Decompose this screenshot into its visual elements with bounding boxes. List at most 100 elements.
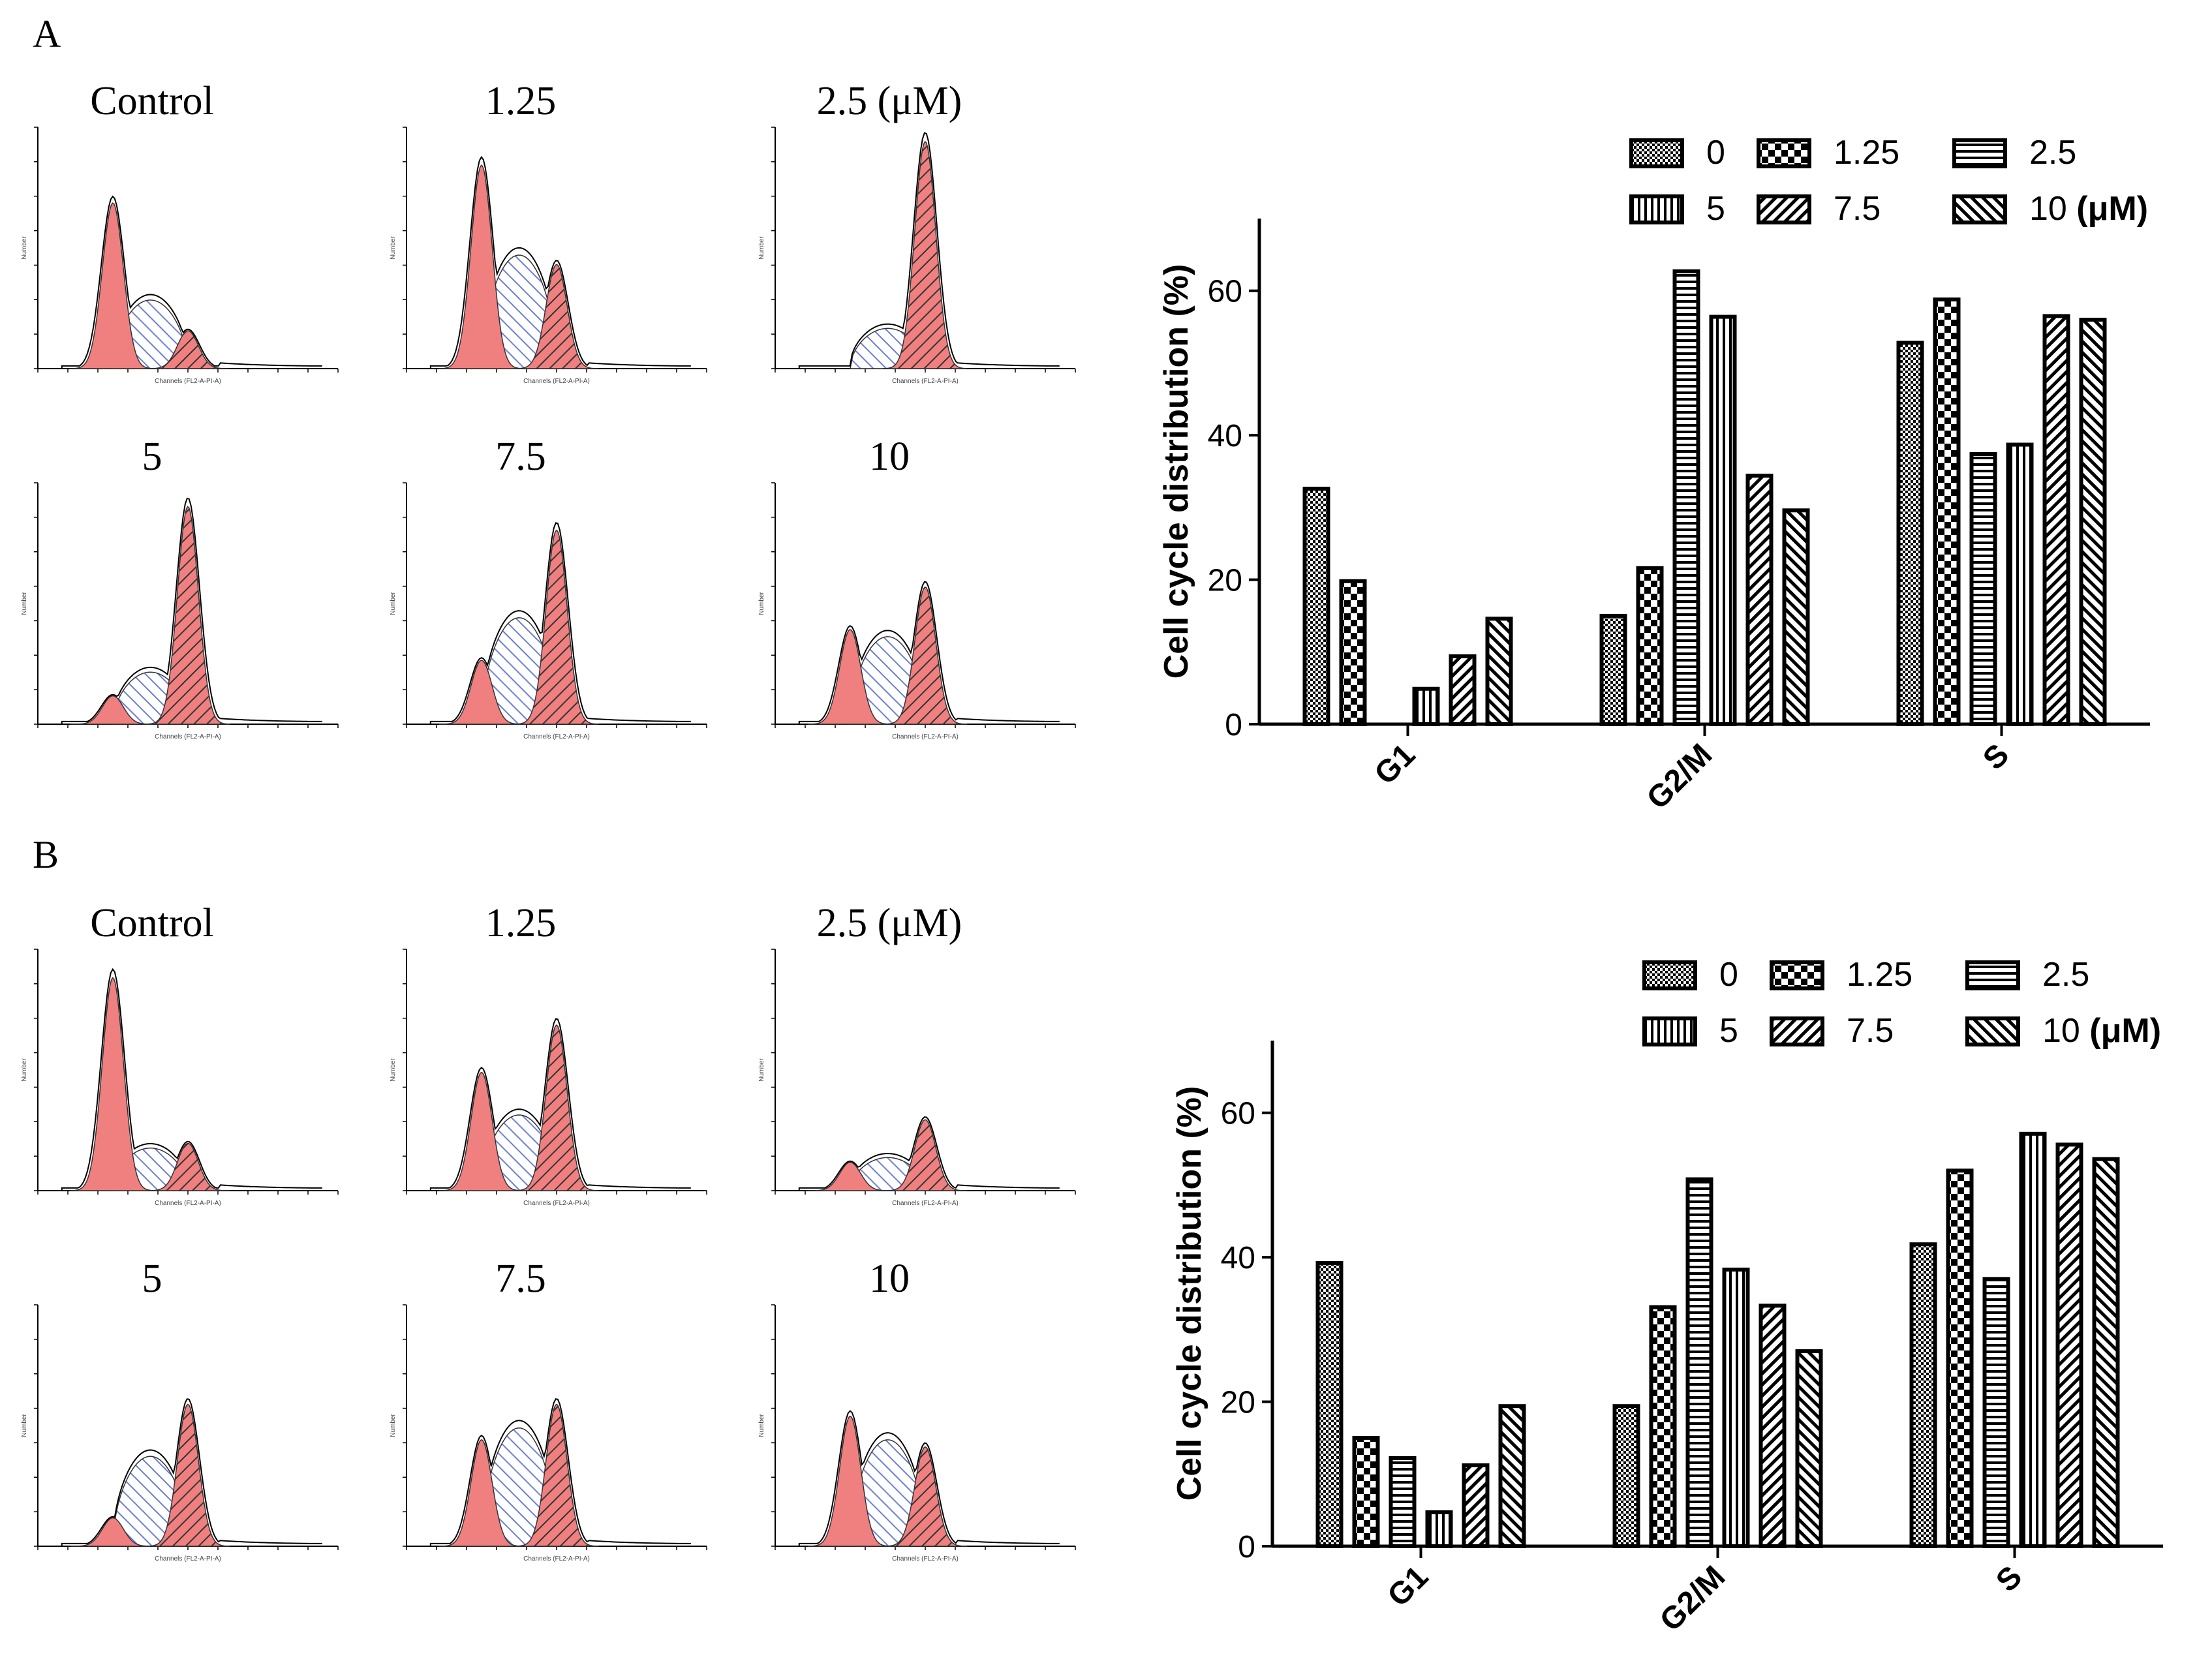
legend-swatch — [1770, 1016, 1824, 1046]
legend-swatch — [1629, 194, 1684, 224]
bar — [1946, 1168, 1974, 1549]
histogram-label: 7.5 — [495, 435, 546, 479]
bar — [2019, 1131, 2047, 1548]
histogram-label: 10 — [869, 435, 910, 479]
legend-swatch — [1965, 1016, 2020, 1046]
histogram-axis-label: Channels (FL2-A-PI-A) — [155, 1200, 221, 1207]
x-tick-label: G1 — [1381, 1559, 1436, 1613]
bar — [1969, 451, 1997, 727]
y-tick-label: 20 — [1221, 1386, 1255, 1420]
histogram-axis-label: Channels (FL2-A-PI-A) — [892, 733, 959, 740]
bar — [1612, 1404, 1640, 1549]
g2-peak — [514, 529, 599, 725]
flow-histogram: 2.5 (μM) Channels (FL2-A-PI-A) Number — [758, 79, 1076, 385]
histogram-y-label: Number — [390, 236, 397, 260]
legend-swatch — [1770, 960, 1824, 990]
bar — [1425, 1510, 1453, 1549]
histogram-axis-label: Channels (FL2-A-PI-A) — [523, 1555, 590, 1563]
g2-peak — [145, 1142, 230, 1191]
histogram-label: 2.5 (μM) — [817, 79, 962, 123]
g1-peak — [807, 1161, 893, 1191]
bar — [1302, 487, 1330, 726]
legend-label: 1.25 — [1847, 956, 1912, 994]
histogram-envelope — [61, 1398, 322, 1546]
g2-peak — [882, 140, 968, 369]
g1-peak — [70, 695, 155, 725]
legend-swatch — [1952, 138, 2007, 168]
g1-peak — [70, 1517, 155, 1547]
histogram-envelope — [429, 155, 691, 369]
flow-histogram: Control Channels (FL2-A-PI-A) Number — [21, 79, 339, 385]
x-tick-label: G2/M — [1640, 737, 1719, 816]
histogram-y-label: Number — [21, 236, 28, 260]
bar — [1599, 613, 1627, 727]
bar-chart: 0 20 40 60 Cell cycle distribution (%) G1 G2/M… — [1158, 134, 2150, 816]
histogram-y-label: Number — [758, 1058, 765, 1082]
histogram-envelope — [798, 581, 1060, 724]
legend-swatch — [1952, 194, 2007, 224]
bar-chart: 0 20 40 60 Cell cycle distribution (%) G1 G2/M… — [1171, 956, 2163, 1638]
histogram-label: Control — [90, 79, 213, 123]
bar — [1709, 314, 1737, 727]
bar — [1896, 341, 1924, 726]
legend-label: 7.5 — [1834, 190, 1881, 228]
legend-label: 10 (μM) — [2029, 190, 2148, 228]
histogram-envelope — [429, 522, 691, 724]
legend-swatch — [1642, 960, 1697, 990]
g2-peak — [514, 1024, 599, 1191]
flow-histogram: 1.25 Channels (FL2-A-PI-A) Number — [390, 79, 707, 385]
legend-label: 0 — [1719, 956, 1738, 994]
bar — [1649, 1305, 1677, 1549]
flow-histogram: 5 Channels (FL2-A-PI-A) Number — [21, 435, 339, 740]
g2-peak — [145, 1403, 230, 1547]
histogram-y-label: Number — [390, 1058, 397, 1082]
legend-unit: (μM) — [2080, 1012, 2161, 1050]
g1-peak — [70, 977, 155, 1191]
flow-histogram: 10 Channels (FL2-A-PI-A) Number — [758, 435, 1076, 740]
bar — [1449, 654, 1477, 727]
histogram-label: 1.25 — [485, 901, 557, 945]
histogram-grid: Control Channels (FL2-A-PI-A) Number 1.25 Ch… — [21, 79, 1076, 740]
histogram-label: 10 — [869, 1257, 910, 1301]
g1-peak — [807, 1415, 893, 1547]
flow-histogram: 7.5 Channels (FL2-A-PI-A) Number — [390, 1257, 707, 1563]
histogram-y-label: Number — [390, 592, 397, 615]
g2-peak — [514, 264, 599, 369]
histogram-axis-label: Channels (FL2-A-PI-A) — [155, 1555, 221, 1563]
legend-label: 7.5 — [1847, 1012, 1894, 1050]
legend-swatch — [1757, 138, 1811, 168]
g1-peak — [438, 1071, 524, 1191]
bar — [2079, 318, 2107, 726]
bar — [2042, 314, 2070, 726]
histogram-axis-label: Channels (FL2-A-PI-A) — [523, 1200, 590, 1207]
histogram-envelope — [61, 195, 322, 369]
y-axis-label: Cell cycle distribution (%) — [1171, 1086, 1208, 1501]
bar — [1759, 1304, 1787, 1548]
g2-peak — [514, 1403, 599, 1547]
legend-unit: (μM) — [2067, 190, 2148, 228]
bar — [1352, 1435, 1380, 1548]
y-tick-label: 0 — [1225, 708, 1242, 742]
histogram-envelope — [61, 497, 322, 724]
y-tick-label: 20 — [1208, 564, 1242, 598]
bar — [1315, 1261, 1344, 1548]
histogram-label: Control — [90, 901, 213, 945]
y-axis-label: Cell cycle distribution (%) — [1158, 264, 1195, 679]
histogram-envelope — [798, 1116, 1060, 1191]
g2-peak — [882, 586, 968, 725]
bar — [1498, 1404, 1526, 1549]
x-tick-label: S — [1989, 1559, 2029, 1598]
bar — [1636, 566, 1664, 726]
g2-peak — [882, 1119, 968, 1191]
legend-swatch — [1965, 960, 2020, 990]
bar — [1909, 1242, 1937, 1548]
flow-histogram: 2.5 (μM) Channels (FL2-A-PI-A) Number — [758, 901, 1076, 1207]
histogram-axis-label: Channels (FL2-A-PI-A) — [155, 733, 221, 740]
histogram-y-label: Number — [390, 1414, 397, 1437]
bar — [1412, 686, 1440, 726]
histogram-label: 7.5 — [495, 1257, 546, 1301]
g1-peak — [807, 629, 893, 725]
x-tick-label: G1 — [1368, 737, 1422, 791]
panel-letter: A — [33, 12, 61, 55]
